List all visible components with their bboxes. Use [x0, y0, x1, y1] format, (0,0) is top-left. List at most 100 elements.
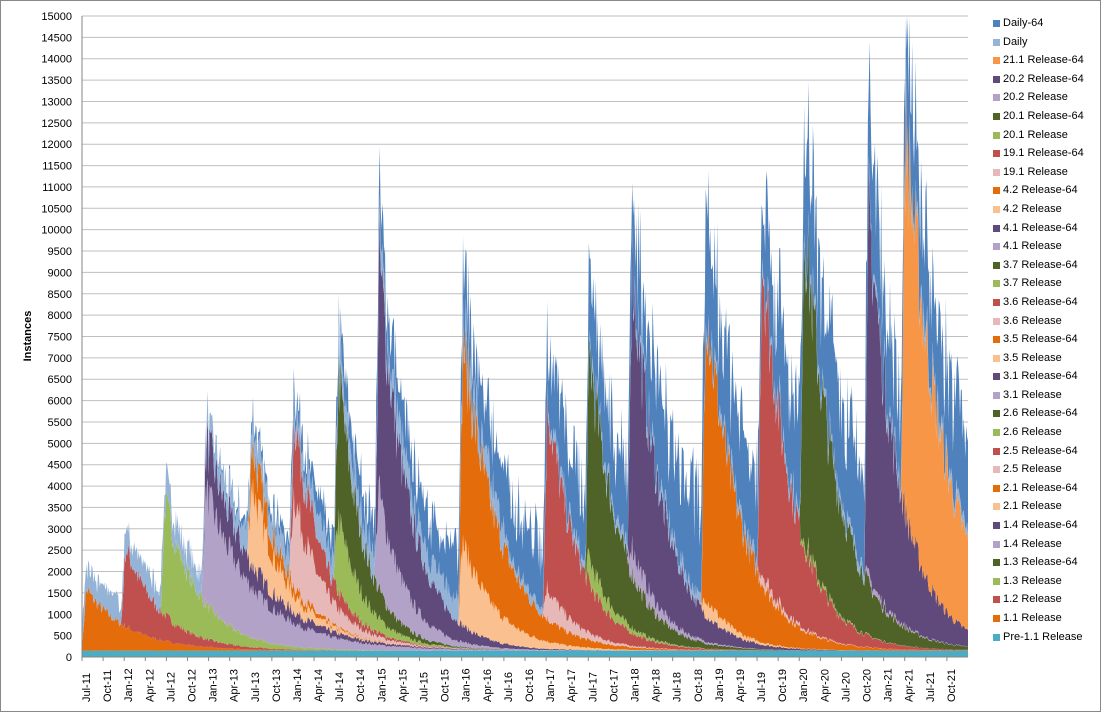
legend-label: 4.1 Release-64	[1003, 221, 1078, 234]
y-tick-label: 13500	[41, 75, 72, 87]
x-tick-label: Jan-21	[883, 668, 895, 702]
legend-swatch	[993, 131, 1000, 139]
x-tick-label: Jul-21	[925, 672, 937, 702]
x-tick-label: Jul-15	[419, 672, 431, 702]
y-tick-label: 7000	[48, 353, 72, 365]
legend-swatch	[993, 75, 1000, 83]
legend-swatch	[993, 391, 1000, 399]
x-tick-label: Jan-13	[208, 668, 220, 702]
legend-swatch	[993, 280, 1000, 288]
x-tick-label: Oct-21	[946, 669, 958, 702]
x-tick-label: Jan-12	[123, 668, 135, 702]
x-tick-label: Jul-20	[840, 672, 852, 702]
x-tick-label: Jan-17	[545, 668, 557, 702]
legend-item: 4.2 Release-64	[993, 183, 1099, 202]
legend-label: 20.2 Release-64	[1003, 72, 1084, 85]
x-tick-label: Apr-16	[482, 669, 494, 702]
legend-label: 2.6 Release	[1003, 426, 1062, 439]
legend-item: 1.2 Release	[993, 592, 1099, 611]
y-tick-label: 6500	[48, 374, 72, 386]
y-tick-label: 14500	[41, 32, 72, 44]
legend-item: Daily-64	[993, 16, 1099, 35]
legend-item: 2.6 Release-64	[993, 406, 1099, 425]
legend-item: Pre-1.1 Release	[993, 630, 1099, 649]
x-tick-label: Jan-16	[461, 668, 473, 702]
x-tick-label: Apr-17	[566, 669, 578, 702]
legend-label: 4.1 Release	[1003, 240, 1062, 253]
x-tick-label: Jul-12	[165, 672, 177, 702]
legend-item: 1.4 Release	[993, 537, 1099, 556]
x-tick-label: Oct-18	[693, 669, 705, 702]
legend-item: 3.7 Release-64	[993, 258, 1099, 277]
y-tick-label: 11500	[42, 161, 72, 173]
legend-item: 3.5 Release-64	[993, 332, 1099, 351]
legend-swatch	[993, 354, 1000, 362]
legend-swatch	[993, 429, 1000, 437]
legend-swatch	[993, 112, 1000, 120]
legend-label: 3.5 Release-64	[1003, 333, 1078, 346]
x-tick-label: Oct-19	[777, 669, 789, 702]
y-tick-label: 8500	[48, 289, 72, 301]
legend-item: 2.1 Release-64	[993, 481, 1099, 500]
y-tick-label: 500	[54, 631, 72, 643]
x-tick-label: Oct-16	[524, 669, 536, 702]
area-series-2-5-release	[82, 419, 968, 651]
legend-label: 1.2 Release	[1003, 593, 1062, 606]
legend-item: 4.2 Release	[993, 202, 1099, 221]
legend-label: 2.5 Release	[1003, 463, 1062, 476]
x-tick-label: Apr-18	[651, 669, 663, 702]
y-tick-label: 3000	[48, 524, 72, 536]
legend-label: 3.5 Release	[1003, 351, 1062, 364]
x-tick-label: Apr-13	[229, 669, 241, 702]
legend-item: 3.6 Release-64	[993, 295, 1099, 314]
legend-item: 1.4 Release-64	[993, 518, 1099, 537]
y-axis-tick-labels: 0 500 1000 1500 2000 2500 3000 3500 4000 4500 5000…	[41, 11, 72, 664]
legend-swatch	[993, 38, 1000, 46]
x-tick-label: Apr-15	[397, 669, 409, 702]
legend-item: Daily	[993, 35, 1099, 54]
legend-item: 20.1 Release-64	[993, 109, 1099, 128]
legend-item: 2.1 Release	[993, 499, 1099, 518]
x-tick-label: Jan-19	[714, 668, 726, 702]
y-tick-label: 1500	[48, 588, 72, 600]
legend-swatch	[993, 94, 1000, 102]
legend-swatch	[993, 633, 1000, 641]
x-tick-label: Jul-16	[503, 672, 515, 702]
x-tick-label: Oct-20	[862, 669, 874, 702]
legend-swatch	[993, 298, 1000, 306]
legend-swatch	[993, 615, 1000, 622]
y-tick-label: 2000	[48, 567, 72, 579]
legend-item: 1.3 Release	[993, 574, 1099, 593]
y-tick-label: 5000	[48, 438, 72, 450]
y-tick-label: 14000	[41, 54, 72, 66]
x-tick-label: Jul-18	[672, 672, 684, 702]
legend-item: 20.1 Release	[993, 128, 1099, 147]
legend-label: 20.1 Release	[1003, 128, 1068, 141]
legend-label: 2.5 Release-64	[1003, 444, 1078, 457]
x-tick-label: Apr-12	[144, 669, 156, 702]
legend-item: 1.3 Release-64	[993, 555, 1099, 574]
y-tick-label: 0	[66, 652, 72, 664]
legend-swatch	[993, 205, 1000, 213]
legend-swatch	[993, 540, 1000, 548]
legend-swatch	[993, 373, 1000, 381]
legend-label: 20.1 Release-64	[1003, 109, 1084, 122]
x-axis-tick-labels: Jul-11 Oct-11 Jan-12 Apr-12 Jul-12 Oct-12 Jan-…	[81, 668, 958, 702]
axes	[81, 16, 968, 661]
x-tick-label: Oct-12	[186, 669, 198, 702]
y-tick-label: 3500	[48, 502, 72, 514]
legend-swatch	[993, 187, 1000, 195]
x-tick-label: Jul-19	[756, 672, 768, 702]
x-tick-label: Jul-14	[334, 672, 346, 702]
y-tick-label: 5500	[48, 417, 72, 429]
legend-label: Pre-1.1 Release	[1003, 630, 1083, 643]
x-tick-label: Apr-21	[904, 669, 916, 702]
legend-item: 4.1 Release-64	[993, 221, 1099, 240]
legend-swatch	[993, 20, 1000, 27]
x-tick-label: Jul-17	[587, 672, 599, 702]
area-series-20-1-release-64	[82, 212, 968, 651]
legend-item: 20.2 Release	[993, 90, 1099, 109]
y-tick-label: 2500	[48, 545, 72, 557]
y-tick-label: 1000	[48, 609, 72, 621]
